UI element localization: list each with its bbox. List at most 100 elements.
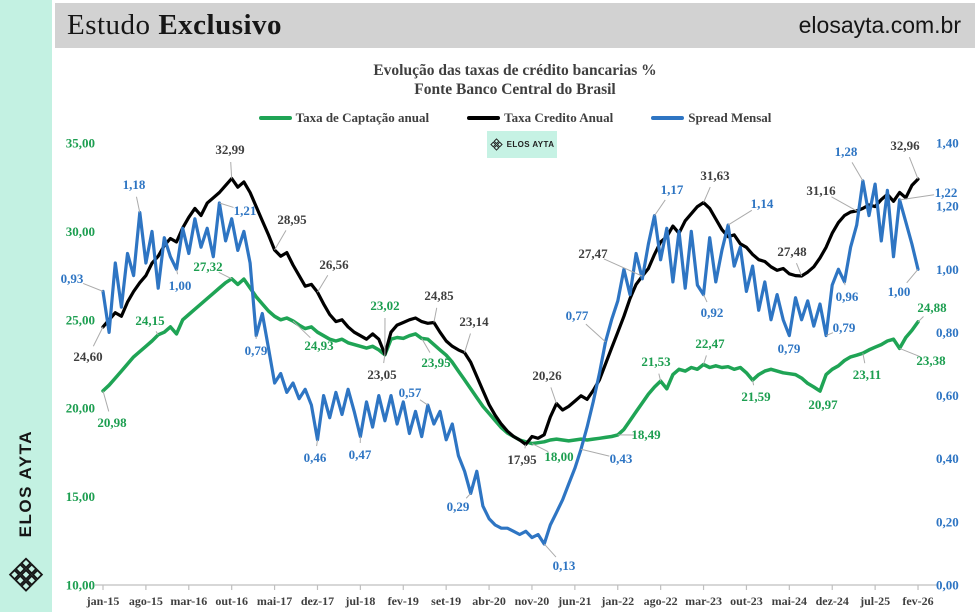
- annotation-leader-line: [219, 202, 234, 208]
- annotation-leader-line: [917, 316, 924, 323]
- annotation-value-spread-mensal: 0,13: [553, 558, 576, 573]
- annotation-value-spread-mensal: 1,18: [123, 177, 146, 192]
- annotation-value-taxa-captacao: 21,59: [741, 389, 771, 404]
- annotation-leader-line: [531, 443, 549, 453]
- annotation-value-taxa-credito: 24,60: [73, 349, 102, 364]
- annotation-value-taxa-captacao: 22,47: [695, 336, 725, 351]
- annotation-value-spread-mensal: 0,57: [399, 385, 422, 400]
- annotation-leader-line: [603, 258, 643, 277]
- sidebar-brand-text: ELOS AYTA: [16, 430, 35, 538]
- annotation-value-taxa-credito: 27,47: [578, 246, 608, 261]
- x-axis-tick-label: mar-16: [170, 594, 207, 608]
- site-url: elosayta.com.br: [798, 12, 961, 38]
- annotation-leader-line: [831, 196, 857, 212]
- header: Estudo Exclusivo elosayta.com.br: [55, 3, 975, 48]
- right-axis-tick-label: 0,40: [936, 451, 959, 466]
- annotation-leader-line: [908, 156, 919, 180]
- x-axis-tick-label: out-23: [730, 594, 763, 608]
- annotation-value-taxa-credito: 20,26: [532, 368, 562, 383]
- left-axis-tick-label: 35,00: [66, 136, 95, 151]
- annotation-value-spread-mensal: 0,43: [610, 451, 633, 466]
- legend-item-spread-mensal: Spread Mensal: [651, 110, 771, 126]
- page-title-bold: Exclusivo: [158, 9, 283, 41]
- annotation-value-spread-mensal: 0,77: [566, 308, 589, 323]
- right-axis-tick-label: 0,60: [936, 388, 959, 403]
- x-axis-tick-label: out-16: [215, 594, 248, 608]
- x-axis-tick-label: jul-18: [344, 594, 375, 608]
- annotation-value-spread-mensal: 1,22: [935, 185, 958, 200]
- right-axis-tick-label: 0,00: [936, 578, 959, 593]
- left-axis-tick-label: 25,00: [66, 312, 95, 327]
- annotation-value-taxa-credito: 28,95: [277, 212, 307, 227]
- annotation-leader-line: [580, 448, 610, 457]
- annotation-leader-line: [176, 269, 179, 275]
- right-axis-tick-label: 0,20: [936, 514, 959, 529]
- x-axis-tick-label: jan-22: [600, 594, 634, 608]
- annotation-leader-line: [230, 161, 233, 179]
- right-axis-tick-label: 1,20: [936, 199, 959, 214]
- annotation-value-taxa-captacao: 20,98: [97, 415, 127, 430]
- annotation-value-taxa-captacao: 21,53: [641, 354, 671, 369]
- annotation-leader-line: [82, 282, 104, 292]
- annotation-leader-line: [218, 271, 232, 280]
- x-axis-tick-label: jul-25: [859, 594, 890, 608]
- annotation-leader-line: [703, 294, 708, 303]
- annotation-value-taxa-captacao: 24,88: [917, 300, 947, 315]
- annotation-value-taxa-captacao: 24,15: [135, 313, 165, 328]
- x-axis-tick-label: ago-15: [129, 594, 163, 608]
- annotation-leader-line: [906, 268, 919, 284]
- legend-item-taxa-captacao: Taxa de Captação anual: [258, 110, 429, 126]
- annotation-value-spread-mensal: 0,96: [836, 289, 859, 304]
- annotation-value-taxa-credito: 17,95: [507, 452, 537, 467]
- annotation-leader-line: [316, 439, 318, 447]
- annotation-leader-line: [851, 162, 864, 182]
- left-axis-tick-label: 15,00: [66, 489, 95, 504]
- x-axis-tick-label: nov-20: [515, 594, 550, 608]
- annotation-leader-line: [654, 199, 666, 216]
- annotation-value-spread-mensal: 1,21: [234, 203, 257, 218]
- annotation-leader-line: [703, 186, 711, 203]
- annotation-leader-line: [795, 262, 803, 277]
- annotation-value-taxa-credito: 31,16: [806, 183, 836, 198]
- x-axis-tick-label: mai-17: [257, 594, 292, 608]
- left-axis-tick-label: 10,00: [66, 578, 95, 593]
- annotation-value-spread-mensal: 0,29: [447, 499, 470, 514]
- x-axis-tick-label: fev-26: [902, 594, 933, 608]
- annotation-leader-line: [752, 379, 755, 386]
- annotation-leader-line: [465, 493, 472, 499]
- legend-label-spread-mensal: Spread Mensal: [688, 110, 772, 125]
- annotation-leader-line: [524, 444, 527, 449]
- annotation-value-spread-mensal: 0,93: [61, 271, 84, 286]
- annotation-value-taxa-captacao: 24,93: [304, 338, 334, 353]
- annotation-value-taxa-credito: 31,63: [700, 168, 730, 183]
- left-axis-tick-label: 30,00: [66, 224, 95, 239]
- x-axis-tick-label: mar-23: [685, 594, 722, 608]
- annotation-leader-line: [292, 320, 311, 339]
- annotation-value-spread-mensal: 1,14: [751, 196, 774, 211]
- annotation-value-taxa-captacao: 27,32: [193, 259, 222, 274]
- annotation-value-spread-mensal: 1,00: [888, 284, 911, 299]
- legend-swatch-taxa-credito: [467, 116, 501, 120]
- annotation-value-taxa-captacao: 18,49: [631, 427, 661, 442]
- series-line-spread-mensal: [101, 179, 920, 546]
- right-axis-tick-label: 1,00: [936, 262, 959, 277]
- annotation-leader-line: [421, 338, 431, 353]
- annotation-value-spread-mensal: 0,92: [701, 305, 724, 320]
- page-title: Estudo Exclusivo: [67, 9, 282, 42]
- annotation-leader-line: [135, 196, 141, 213]
- annotation-leader-line: [862, 353, 866, 364]
- annotation-value-taxa-captacao: 23,02: [370, 298, 399, 313]
- annotation-value-taxa-captacao: 18,00: [544, 449, 573, 464]
- annotation-leader-line: [843, 281, 846, 286]
- annotation-leader-line: [899, 347, 921, 358]
- annotation-value-spread-mensal: 0,46: [304, 450, 327, 465]
- annotation-leader-line: [464, 333, 471, 353]
- sidebar-brand: ELOS AYTA: [0, 414, 52, 554]
- annotation-value-taxa-captacao: 23,11: [853, 367, 882, 382]
- x-axis-tick-label: dez-24: [816, 594, 849, 608]
- annotation-leader-line: [317, 274, 329, 293]
- annotation-value-taxa-credito: 23,14: [459, 314, 489, 329]
- annotation-value-taxa-credito: 32,99: [215, 142, 245, 157]
- legend-label-taxa-credito: Taxa Credito Anual: [504, 110, 614, 125]
